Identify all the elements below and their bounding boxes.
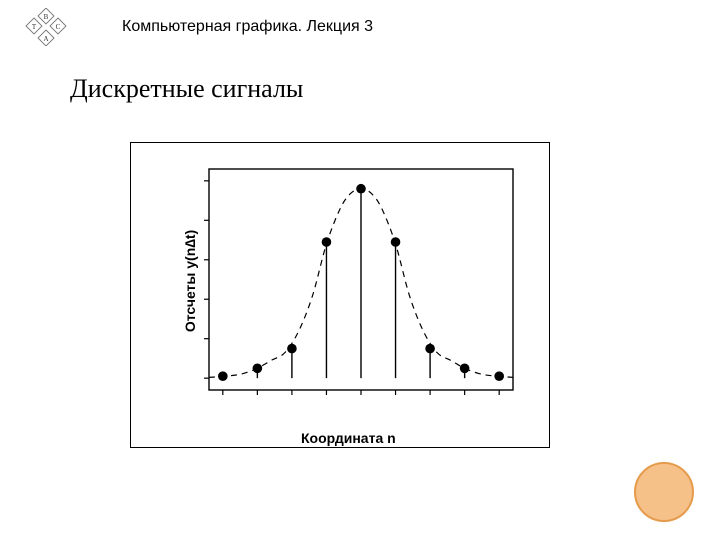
slide-header: Компьютерная графика. Лекция 3 — [122, 18, 373, 36]
x-axis-title: Координата n — [301, 430, 396, 446]
y-axis-title: Отсчеты y(n∆t) — [182, 230, 198, 332]
chart-frame: 012345012345678 Отсчеты y(n∆t) Координат… — [130, 142, 550, 448]
slide-logo: B T C A — [22, 8, 70, 46]
chart-plot-area: 012345012345678 Отсчеты y(n∆t) Координат… — [201, 163, 521, 398]
slide-title: Дискретные сигналы — [70, 74, 303, 104]
stem-plot: 012345012345678 — [201, 163, 521, 398]
svg-text:C: C — [56, 23, 61, 31]
svg-text:A: A — [43, 35, 48, 43]
accent-circle-icon — [634, 462, 694, 522]
svg-text:T: T — [32, 23, 37, 31]
svg-text:B: B — [44, 13, 49, 21]
